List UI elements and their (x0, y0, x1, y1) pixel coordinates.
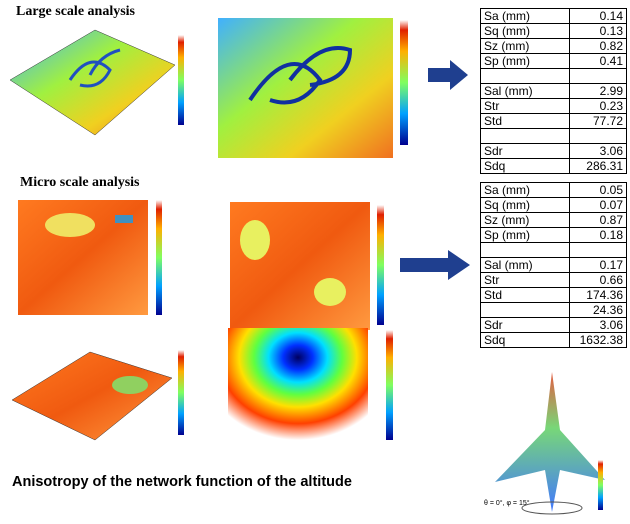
colorbar (400, 20, 408, 145)
label-cell: Sal (mm) (481, 258, 570, 273)
table-row: Sa (mm)0.05 (481, 183, 627, 198)
value-cell: 0.17 (570, 258, 627, 273)
label-cell: Str (481, 273, 570, 288)
label-cell: Sp (mm) (481, 54, 570, 69)
angle-label: θ = 0°, φ = 15° (484, 500, 530, 507)
label-cell: Str (481, 99, 570, 114)
value-cell: 0.23 (570, 99, 627, 114)
label-cell: Sdq (481, 333, 570, 348)
value-cell: 1632.38 (570, 333, 627, 348)
table-row: Sp (mm)0.18 (481, 228, 627, 243)
anisotropy-plot-image (495, 372, 605, 512)
label-cell: Sa (mm) (481, 9, 570, 24)
value-cell (570, 69, 627, 84)
surface-map-image (218, 18, 393, 158)
table-row: Sp (mm)0.41 (481, 54, 627, 69)
value-cell: 0.14 (570, 9, 627, 24)
surface-pattern (314, 278, 346, 306)
label-cell: Sz (mm) (481, 39, 570, 54)
label-cell (481, 303, 570, 318)
value-cell: 0.18 (570, 228, 627, 243)
colorbar (386, 330, 393, 440)
label-cell: Sa (mm) (481, 183, 570, 198)
value-cell: 0.41 (570, 54, 627, 69)
figure-caption: Anisotropy of the network function of th… (12, 474, 352, 490)
colorbar (156, 200, 162, 315)
section-heading: Large scale analysis (16, 4, 135, 20)
colorbar (598, 460, 603, 510)
label-cell: Std (481, 114, 570, 129)
label-cell (481, 243, 570, 258)
table-row: Sal (mm)2.99 (481, 84, 627, 99)
colorbar (377, 205, 384, 325)
value-cell: 0.07 (570, 198, 627, 213)
table-row: Sz (mm)0.82 (481, 39, 627, 54)
label-cell: Sdr (481, 318, 570, 333)
table-row (481, 243, 627, 258)
contour-map-image (228, 328, 368, 446)
surface-pattern (240, 220, 270, 260)
value-cell: 286.31 (570, 159, 627, 174)
surface-pattern (112, 376, 148, 394)
value-cell: 3.06 (570, 318, 627, 333)
label-cell (481, 129, 570, 144)
value-cell: 174.36 (570, 288, 627, 303)
table-row: Sq (mm)0.07 (481, 198, 627, 213)
label-cell: Sz (mm) (481, 213, 570, 228)
value-cell: 24.36 (570, 303, 627, 318)
label-cell (481, 69, 570, 84)
surface-pattern (45, 213, 95, 237)
colorbar (178, 350, 184, 435)
value-cell: 0.13 (570, 24, 627, 39)
surface-3d-image (10, 30, 175, 135)
surface-3d-image (12, 352, 172, 440)
value-cell: 0.87 (570, 213, 627, 228)
value-cell: 0.66 (570, 273, 627, 288)
table-row (481, 69, 627, 84)
section-heading: Micro scale analysis (20, 175, 140, 191)
label-cell: Sp (mm) (481, 228, 570, 243)
table-row: Sq (mm)0.13 (481, 24, 627, 39)
value-cell: 3.06 (570, 144, 627, 159)
table-row: 24.36 (481, 303, 627, 318)
table-row (481, 129, 627, 144)
figure-page: Large scale analysis Micro scale analysi… (0, 0, 630, 524)
label-cell: Sdq (481, 159, 570, 174)
value-cell: 0.82 (570, 39, 627, 54)
label-cell: Sq (mm) (481, 198, 570, 213)
value-cell: 2.99 (570, 84, 627, 99)
value-cell: 0.05 (570, 183, 627, 198)
value-cell (570, 129, 627, 144)
label-cell: Sdr (481, 144, 570, 159)
colorbar (178, 35, 184, 125)
arrow (428, 60, 468, 90)
arrow (400, 250, 470, 280)
label-cell: Sal (mm) (481, 84, 570, 99)
value-cell (570, 243, 627, 258)
value-cell: 77.72 (570, 114, 627, 129)
surface-pattern (115, 215, 133, 223)
table-row: Sz (mm)0.87 (481, 213, 627, 228)
label-cell: Sq (mm) (481, 24, 570, 39)
table-row: Sa (mm)0.14 (481, 9, 627, 24)
label-cell: Std (481, 288, 570, 303)
table-row: Sal (mm)0.17 (481, 258, 627, 273)
